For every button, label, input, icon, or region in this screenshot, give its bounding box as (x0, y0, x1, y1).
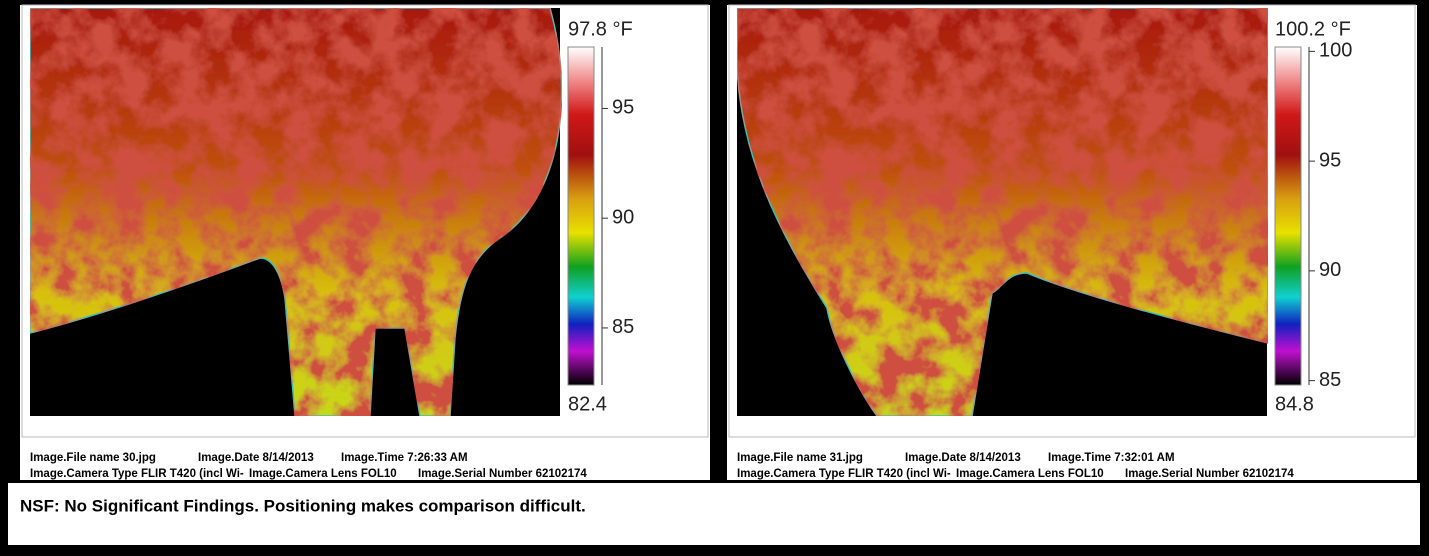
meta-field: Image.Camera Type FLIR T420 (incl Wi- (737, 468, 951, 480)
image-frame (728, 4, 1416, 438)
finding-box (8, 483, 1420, 545)
scale-tick-label: 90 (612, 206, 634, 228)
meta-field: Image.File name 30.jpg (30, 452, 156, 464)
scale-tick-label: 85 (1319, 369, 1341, 391)
scale-tick-label: 100 (1319, 40, 1352, 62)
meta-field: Image.Serial Number 62102174 (1125, 468, 1294, 480)
scale-max: 97.8 °F (568, 18, 633, 40)
scale-min: 82.4 (568, 393, 607, 415)
meta-field: Image.Time 7:32:01 AM (1048, 452, 1175, 464)
thermal-panel: 97.8 °F 82.4 95 90 85 Image.File name 30.jpg I… (20, 4, 710, 480)
scale-min: 84.8 (1275, 393, 1314, 415)
meta-field: Image.Date 8/14/2013 (198, 452, 314, 464)
scale-tick-label: 95 (612, 97, 634, 119)
scale-tick-label: 95 (1319, 149, 1341, 171)
thermal-panel: 100.2 °F 84.8 100 95 90 85 Image.File name 31.… (727, 4, 1417, 480)
color-bar (567, 46, 595, 386)
thermal-subject (29, 7, 563, 417)
color-bar (1274, 46, 1302, 386)
meta-field: Image.Camera Lens FOL10 (249, 468, 397, 480)
image-frame (21, 4, 709, 438)
meta-field: Image.Serial Number 62102174 (418, 468, 587, 480)
finding: NSF: No Significant Findings. Positionin… (20, 496, 586, 515)
meta-field: Image.Time 7:26:33 AM (341, 452, 468, 464)
scale-max: 100.2 °F (1275, 18, 1351, 40)
thermal-subject (736, 7, 1269, 417)
meta-field: Image.Camera Type FLIR T420 (incl Wi- (30, 468, 244, 480)
meta-field: Image.File name 31.jpg (737, 452, 863, 464)
meta-field: Image.Date 8/14/2013 (905, 452, 1021, 464)
scale-tick-label: 90 (1319, 259, 1341, 281)
scale-tick-label: 85 (612, 316, 634, 338)
meta-field: Image.Camera Lens FOL10 (956, 468, 1104, 480)
